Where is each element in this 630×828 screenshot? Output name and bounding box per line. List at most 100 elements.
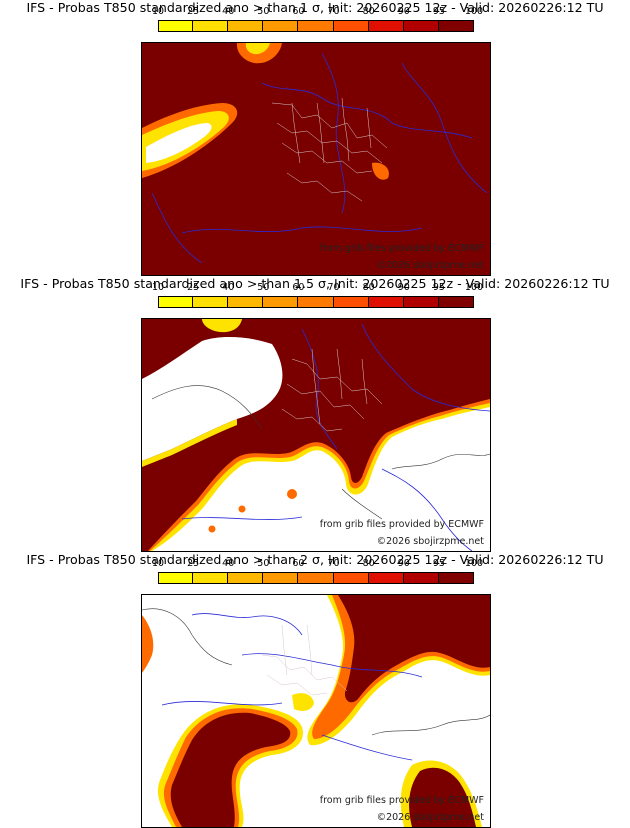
colorbar-tick-label: 40 — [222, 282, 235, 293]
map-graphic — [142, 595, 490, 827]
probability-map: from grib files provided by ECMWF ©2026 … — [141, 594, 491, 828]
colorbar-tick-label: 95 — [432, 6, 445, 17]
prob-patch-top — [202, 319, 242, 333]
prob-west-fringe — [142, 615, 154, 673]
map-graphic — [142, 43, 490, 275]
prob-spot — [238, 505, 246, 513]
colorbar-cell — [298, 20, 334, 32]
prob-plume-white — [146, 123, 212, 163]
colorbar-tick-label: 95 — [432, 282, 445, 293]
colorbar-cell — [193, 296, 229, 308]
prob-strip — [292, 693, 314, 711]
colorbar-tick-label: 100 — [464, 282, 484, 293]
colorbar-tick-label: 40 — [222, 558, 235, 569]
credit-source: from grib files provided by ECMWF — [319, 243, 484, 254]
colorbar-frame — [158, 296, 474, 308]
colorbar-tick-label: 70 — [327, 6, 340, 17]
colorbar-tick-label: 80 — [362, 6, 375, 17]
colorbar-tick-label: 50 — [257, 282, 270, 293]
colorbar-frame — [158, 572, 474, 584]
map-graphic — [142, 319, 490, 551]
colorbar-cell — [228, 572, 264, 584]
colorbar-cell — [368, 296, 404, 308]
colorbar-cell — [403, 572, 439, 584]
prob-spot — [287, 489, 297, 499]
colorbar-tick-label: 80 — [362, 282, 375, 293]
prob-ne-high — [338, 595, 490, 703]
credit-copyright: ©2026 sbojirzpme.net — [376, 812, 484, 823]
colorbar-cell — [158, 296, 194, 308]
colorbar — [158, 572, 474, 584]
colorbar-tick-label: 90 — [397, 6, 410, 17]
colorbar-tick-label: 100 — [464, 6, 484, 17]
colorbar-tick-label: 70 — [327, 558, 340, 569]
colorbar-tick-label: 25 — [187, 558, 200, 569]
prob-patch-top-core — [245, 43, 270, 55]
colorbar-labels: 10 25 40 50 60 70 80 90 95 100 — [152, 6, 483, 18]
colorbar-cell — [228, 296, 264, 308]
coastlines — [142, 608, 490, 736]
colorbar-labels: 10 25 40 50 60 70 80 90 95 100 — [152, 558, 483, 570]
colorbar — [158, 296, 474, 308]
colorbar-tick-label: 10 — [151, 282, 165, 293]
country-borders — [161, 613, 423, 761]
colorbar-tick-label: 95 — [432, 558, 445, 569]
colorbar-cell — [298, 296, 334, 308]
colorbar-cell — [368, 572, 404, 584]
panel-1-5sigma: IFS - Probas T850 standardized ano > tha… — [0, 276, 630, 552]
colorbar-cell — [193, 20, 229, 32]
colorbar-tick-label: 80 — [362, 558, 375, 569]
prob-sw-high — [170, 712, 291, 827]
colorbar-tick-label: 10 — [151, 558, 165, 569]
credit-source: from grib files provided by ECMWF — [319, 795, 484, 806]
colorbar-labels: 10 25 40 50 60 70 80 90 95 100 — [152, 282, 483, 294]
colorbar-cell — [403, 20, 439, 32]
colorbar-cell — [228, 20, 264, 32]
panel-1sigma: IFS - Probas T850 standardized ano > tha… — [0, 0, 630, 276]
colorbar-cell — [403, 296, 439, 308]
colorbar-tick-label: 10 — [151, 6, 165, 17]
colorbar-cell — [298, 572, 334, 584]
probability-map: from grib files provided by ECMWF ©2026 … — [141, 42, 491, 276]
colorbar-tick-label: 100 — [464, 558, 484, 569]
colorbar-cell — [193, 572, 229, 584]
panel-title: IFS - Probas T850 standardized ano > tha… — [26, 0, 604, 15]
prob-patch-right — [372, 162, 389, 180]
colorbar-cell — [158, 572, 194, 584]
colorbar-cell — [263, 296, 299, 308]
credit-copyright: ©2026 sbojirzpme.net — [376, 536, 484, 547]
colorbar-tick-label: 25 — [187, 282, 200, 293]
panel-2sigma: IFS - Probas T850 standardized ano > tha… — [0, 552, 630, 828]
colorbar-tick-label: 90 — [397, 282, 410, 293]
colorbar-tick-label: 50 — [257, 558, 270, 569]
coastlines — [151, 385, 490, 520]
prob-gap-west-yellow — [142, 419, 237, 467]
colorbar-tick-label: 50 — [257, 6, 270, 17]
prob-se-high — [409, 767, 476, 827]
prob-field-high — [142, 43, 490, 275]
admin-borders — [261, 624, 348, 696]
colorbar-tick-label: 40 — [222, 6, 235, 17]
colorbar-frame — [158, 20, 474, 32]
admin-borders — [281, 348, 383, 432]
colorbar-cell — [333, 296, 369, 308]
panel-title: IFS - Probas T850 standardized ano > tha… — [20, 276, 610, 291]
credit-copyright: ©2026 sbojirzpme.net — [376, 260, 484, 271]
colorbar-tick-label: 25 — [187, 6, 200, 17]
colorbar-tick-label: 60 — [292, 6, 305, 17]
colorbar — [158, 20, 474, 32]
credit-source: from grib files provided by ECMWF — [319, 519, 484, 530]
colorbar-cell — [333, 20, 369, 32]
panel-title: IFS - Probas T850 standardized ano > tha… — [26, 552, 604, 567]
colorbar-tick-label: 60 — [292, 282, 305, 293]
country-borders — [151, 52, 488, 264]
colorbar-cell — [263, 572, 299, 584]
probability-map: from grib files provided by ECMWF ©2026 … — [141, 318, 491, 552]
colorbar-cell — [263, 20, 299, 32]
colorbar-tick-label: 70 — [327, 282, 340, 293]
prob-gap-west — [142, 337, 283, 461]
colorbar-tick-label: 60 — [292, 558, 305, 569]
prob-spot — [208, 525, 216, 533]
admin-borders — [271, 97, 388, 202]
colorbar-tick-label: 90 — [397, 558, 410, 569]
